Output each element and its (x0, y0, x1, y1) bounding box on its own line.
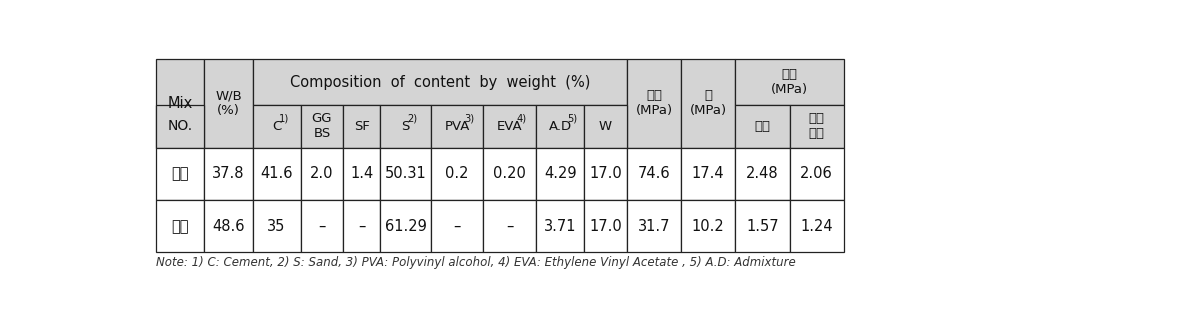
Text: 1.57: 1.57 (746, 219, 779, 234)
Text: W/B
(%): W/B (%) (215, 90, 242, 117)
Bar (790, 148, 844, 200)
Text: –: – (318, 219, 326, 234)
Text: 4.29: 4.29 (544, 166, 577, 181)
Text: 5): 5) (567, 113, 577, 123)
Text: 개발: 개발 (172, 166, 189, 181)
Text: 1): 1) (279, 113, 290, 123)
Bar (681, 148, 736, 200)
Text: 1.24: 1.24 (800, 219, 833, 234)
Bar (484, 148, 537, 200)
Bar (205, 59, 253, 148)
Text: –: – (358, 219, 366, 234)
Text: 0.20: 0.20 (493, 166, 526, 181)
Bar (431, 148, 484, 200)
Text: 2.0: 2.0 (310, 166, 333, 181)
Bar (344, 200, 380, 252)
Text: Note: 1) C: Cement, 2) S: Sand, 3) PVA: Polyvinyl alcohol, 4) EVA: Ethylene Viny: Note: 1) C: Cement, 2) S: Sand, 3) PVA: … (157, 256, 796, 269)
Text: PVA: PVA (445, 120, 470, 133)
Bar (253, 200, 300, 252)
Text: 0.2: 0.2 (445, 166, 468, 181)
Text: 휨
(MPa): 휨 (MPa) (690, 90, 726, 117)
Text: NO.: NO. (168, 120, 193, 134)
Text: S: S (401, 120, 410, 133)
Text: EVA: EVA (497, 120, 523, 133)
Text: –: – (506, 219, 513, 234)
Text: C: C (272, 120, 281, 133)
Text: 17.4: 17.4 (692, 166, 725, 181)
Bar (205, 148, 253, 200)
Text: GG
BS: GG BS (312, 112, 332, 141)
Text: 온냉
반복: 온냉 반복 (809, 112, 825, 141)
Bar (157, 200, 205, 252)
Text: Composition  of  content  by  weight  (%): Composition of content by weight (%) (290, 75, 590, 90)
Text: 17.0: 17.0 (590, 219, 621, 234)
Bar (253, 105, 300, 148)
Bar (344, 105, 380, 148)
Bar (253, 59, 627, 105)
Bar (627, 200, 681, 252)
Text: 37.8: 37.8 (212, 166, 245, 181)
Bar (380, 200, 431, 252)
Bar (627, 148, 681, 200)
Text: 2): 2) (407, 113, 418, 123)
Text: 48.6: 48.6 (212, 219, 245, 234)
Bar (537, 200, 584, 252)
Bar (681, 200, 736, 252)
Text: 74.6: 74.6 (638, 166, 670, 181)
Bar (253, 148, 300, 200)
Bar (790, 200, 844, 252)
Text: SF: SF (354, 120, 370, 133)
Text: 17.0: 17.0 (590, 166, 621, 181)
Bar (205, 200, 253, 252)
Text: 35: 35 (267, 219, 286, 234)
Bar (380, 148, 431, 200)
Bar (790, 105, 844, 148)
Bar (584, 200, 627, 252)
Text: 2.06: 2.06 (800, 166, 833, 181)
Text: Mix: Mix (168, 96, 193, 111)
Bar (736, 148, 790, 200)
Bar (344, 148, 380, 200)
Text: 10.2: 10.2 (692, 219, 725, 234)
Bar (157, 59, 205, 148)
Bar (736, 105, 790, 148)
Text: 표준: 표준 (754, 120, 771, 133)
Bar (431, 105, 484, 148)
Bar (584, 148, 627, 200)
Bar (627, 59, 681, 148)
Text: 31.7: 31.7 (638, 219, 670, 234)
Text: 압축
(MPa): 압축 (MPa) (636, 90, 672, 117)
Bar (300, 200, 344, 252)
Bar (300, 148, 344, 200)
Bar (484, 200, 537, 252)
Text: 41.6: 41.6 (260, 166, 293, 181)
Bar (537, 105, 584, 148)
Bar (736, 200, 790, 252)
Text: W: W (599, 120, 612, 133)
Bar (300, 105, 344, 148)
Bar (584, 105, 627, 148)
Text: A.D: A.D (548, 120, 572, 133)
Bar (157, 105, 205, 148)
Text: 2.48: 2.48 (746, 166, 779, 181)
Text: 4): 4) (517, 113, 526, 123)
Bar (431, 200, 484, 252)
Text: 3.71: 3.71 (544, 219, 577, 234)
Text: 50.31: 50.31 (385, 166, 426, 181)
Text: –: – (453, 219, 461, 234)
Text: 61.29: 61.29 (385, 219, 426, 234)
Text: 기존: 기존 (172, 219, 189, 234)
Bar (157, 148, 205, 200)
Text: 부착
(MPa): 부착 (MPa) (771, 68, 809, 96)
Bar (736, 59, 844, 105)
Bar (484, 105, 537, 148)
Text: 1.4: 1.4 (351, 166, 373, 181)
Text: 3): 3) (464, 113, 474, 123)
Bar (537, 148, 584, 200)
Bar (380, 105, 431, 148)
Bar (681, 59, 736, 148)
